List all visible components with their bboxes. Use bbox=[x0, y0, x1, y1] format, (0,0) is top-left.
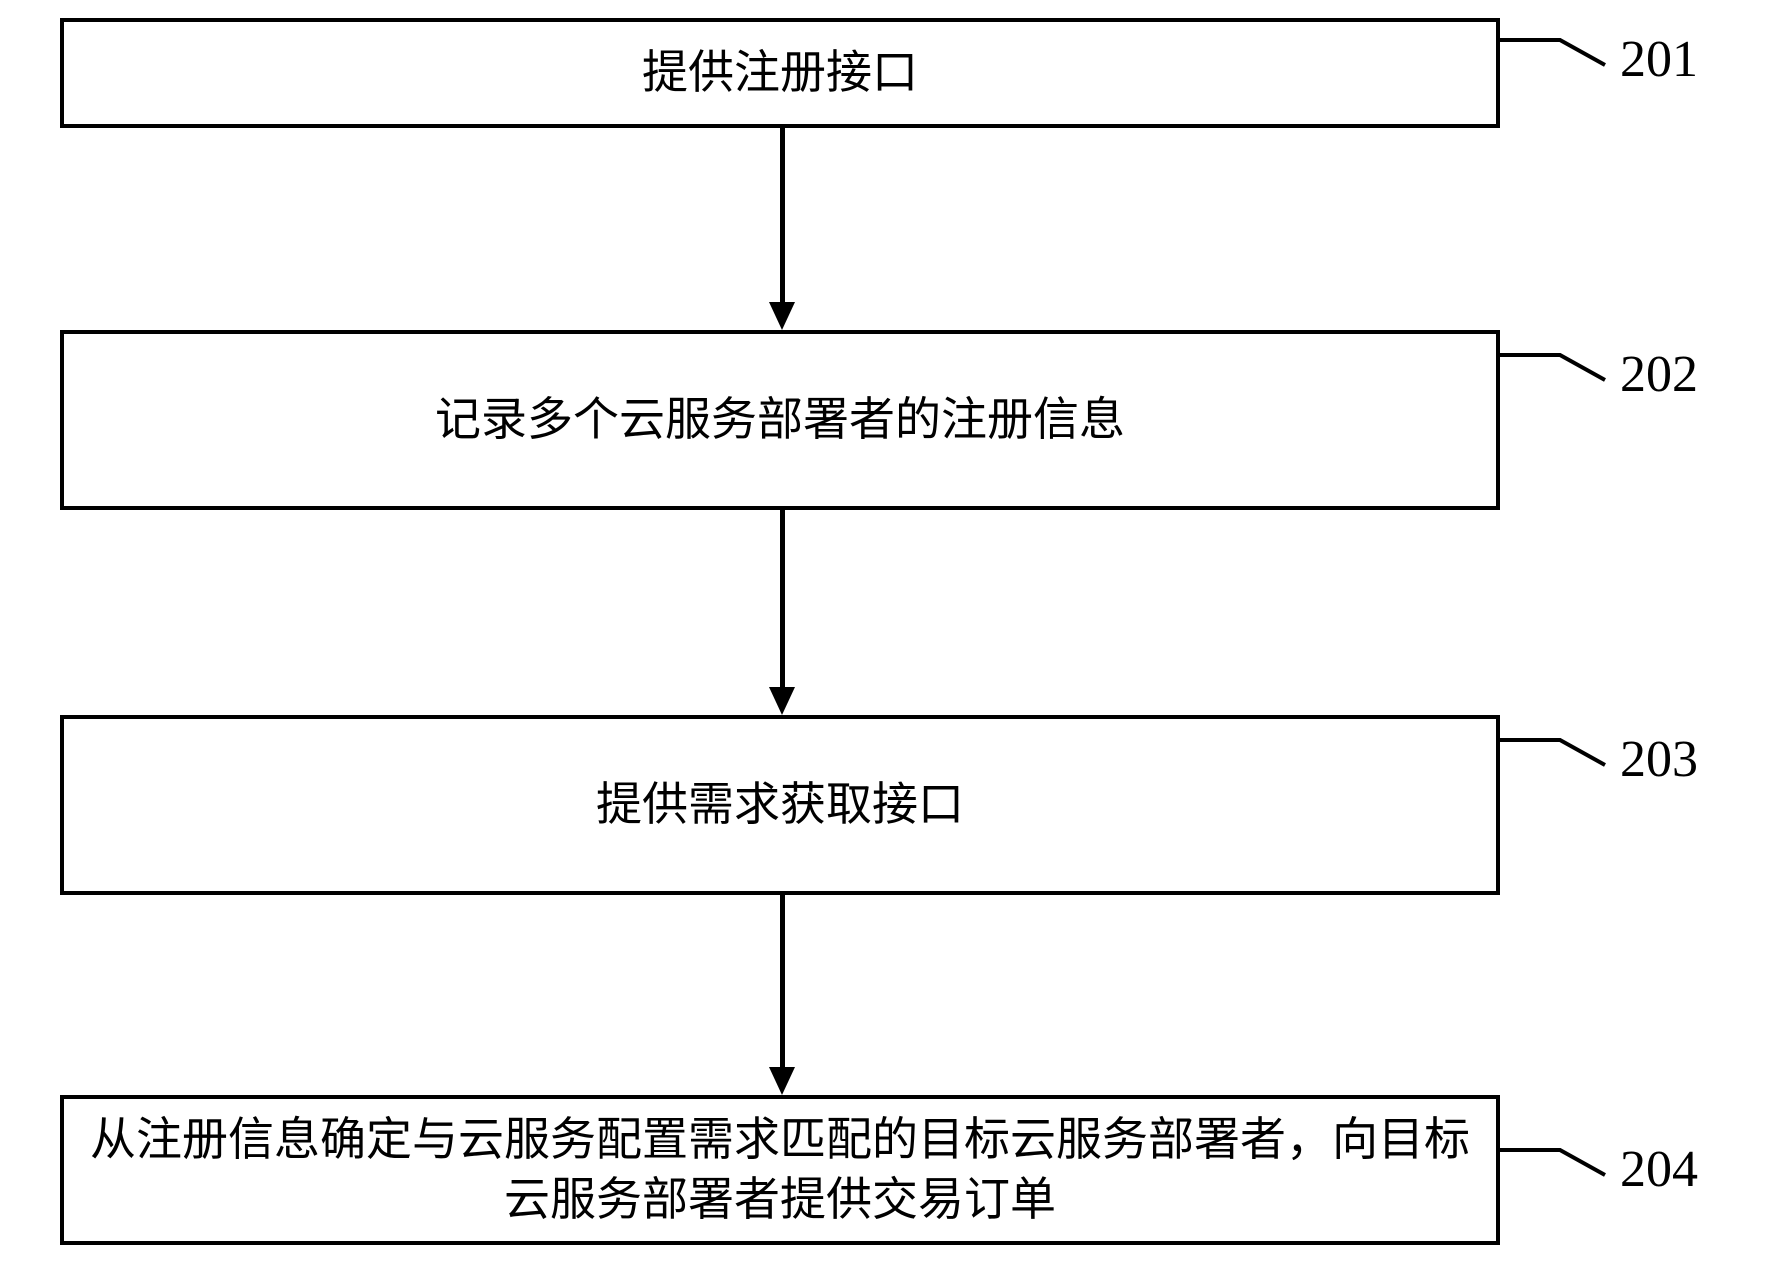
flow-node-4-text: 从注册信息确定与云服务配置需求匹配的目标云服务部署者，向目标云服务部署者提供交易… bbox=[84, 1110, 1476, 1230]
step-label-3: 203 bbox=[1620, 730, 1698, 789]
arrow-2-3-head bbox=[769, 687, 795, 715]
flow-node-1: 提供注册接口 bbox=[60, 18, 1500, 128]
arrow-1-2-line bbox=[780, 128, 785, 302]
leader-line-1 bbox=[1500, 35, 1610, 75]
leader-line-3 bbox=[1500, 735, 1610, 775]
leader-line-4 bbox=[1500, 1145, 1610, 1185]
flow-node-4: 从注册信息确定与云服务配置需求匹配的目标云服务部署者，向目标云服务部署者提供交易… bbox=[60, 1095, 1500, 1245]
arrow-1-2-head bbox=[769, 302, 795, 330]
flow-node-3: 提供需求获取接口 bbox=[60, 715, 1500, 895]
flow-node-2: 记录多个云服务部署者的注册信息 bbox=[60, 330, 1500, 510]
flow-node-1-text: 提供注册接口 bbox=[642, 43, 918, 103]
step-label-4: 204 bbox=[1620, 1140, 1698, 1199]
leader-line-2 bbox=[1500, 350, 1610, 390]
step-label-2: 202 bbox=[1620, 345, 1698, 404]
flowchart-canvas: 提供注册接口 201 记录多个云服务部署者的注册信息 202 提供需求获取接口 … bbox=[0, 0, 1783, 1262]
flow-node-3-text: 提供需求获取接口 bbox=[596, 775, 964, 835]
flow-node-2-text: 记录多个云服务部署者的注册信息 bbox=[435, 390, 1125, 450]
arrow-3-4-head bbox=[769, 1067, 795, 1095]
step-label-1: 201 bbox=[1620, 30, 1698, 89]
arrow-2-3-line bbox=[780, 510, 785, 687]
arrow-3-4-line bbox=[780, 895, 785, 1067]
